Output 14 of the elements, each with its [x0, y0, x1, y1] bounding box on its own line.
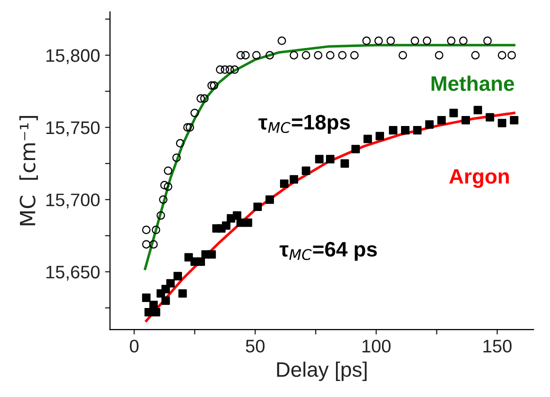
- x-tick-label: 150: [484, 340, 512, 352]
- x-axis-title: Delay [ps]: [277, 362, 367, 382]
- annotation: τ$_{MC}$=18ps: [258, 114, 350, 134]
- text: Argon: [449, 169, 509, 188]
- y-tick-label: 15,800: [46, 49, 100, 64]
- x-tick-label: 100: [362, 340, 391, 352]
- x-tick-label: 0: [130, 340, 139, 352]
- y-tick-label: 15,700: [46, 194, 100, 208]
- x-tick-label: 50: [246, 340, 265, 352]
- annotation: τ$_{MC}$=64 ps: [280, 242, 377, 261]
- series-label: Methane: [432, 76, 514, 91]
- y-tick-label: 15,750: [46, 121, 100, 136]
- y-axis-title: MC [cm⁻¹]: [19, 116, 38, 226]
- y-tick-label: 15,650: [46, 266, 100, 281]
